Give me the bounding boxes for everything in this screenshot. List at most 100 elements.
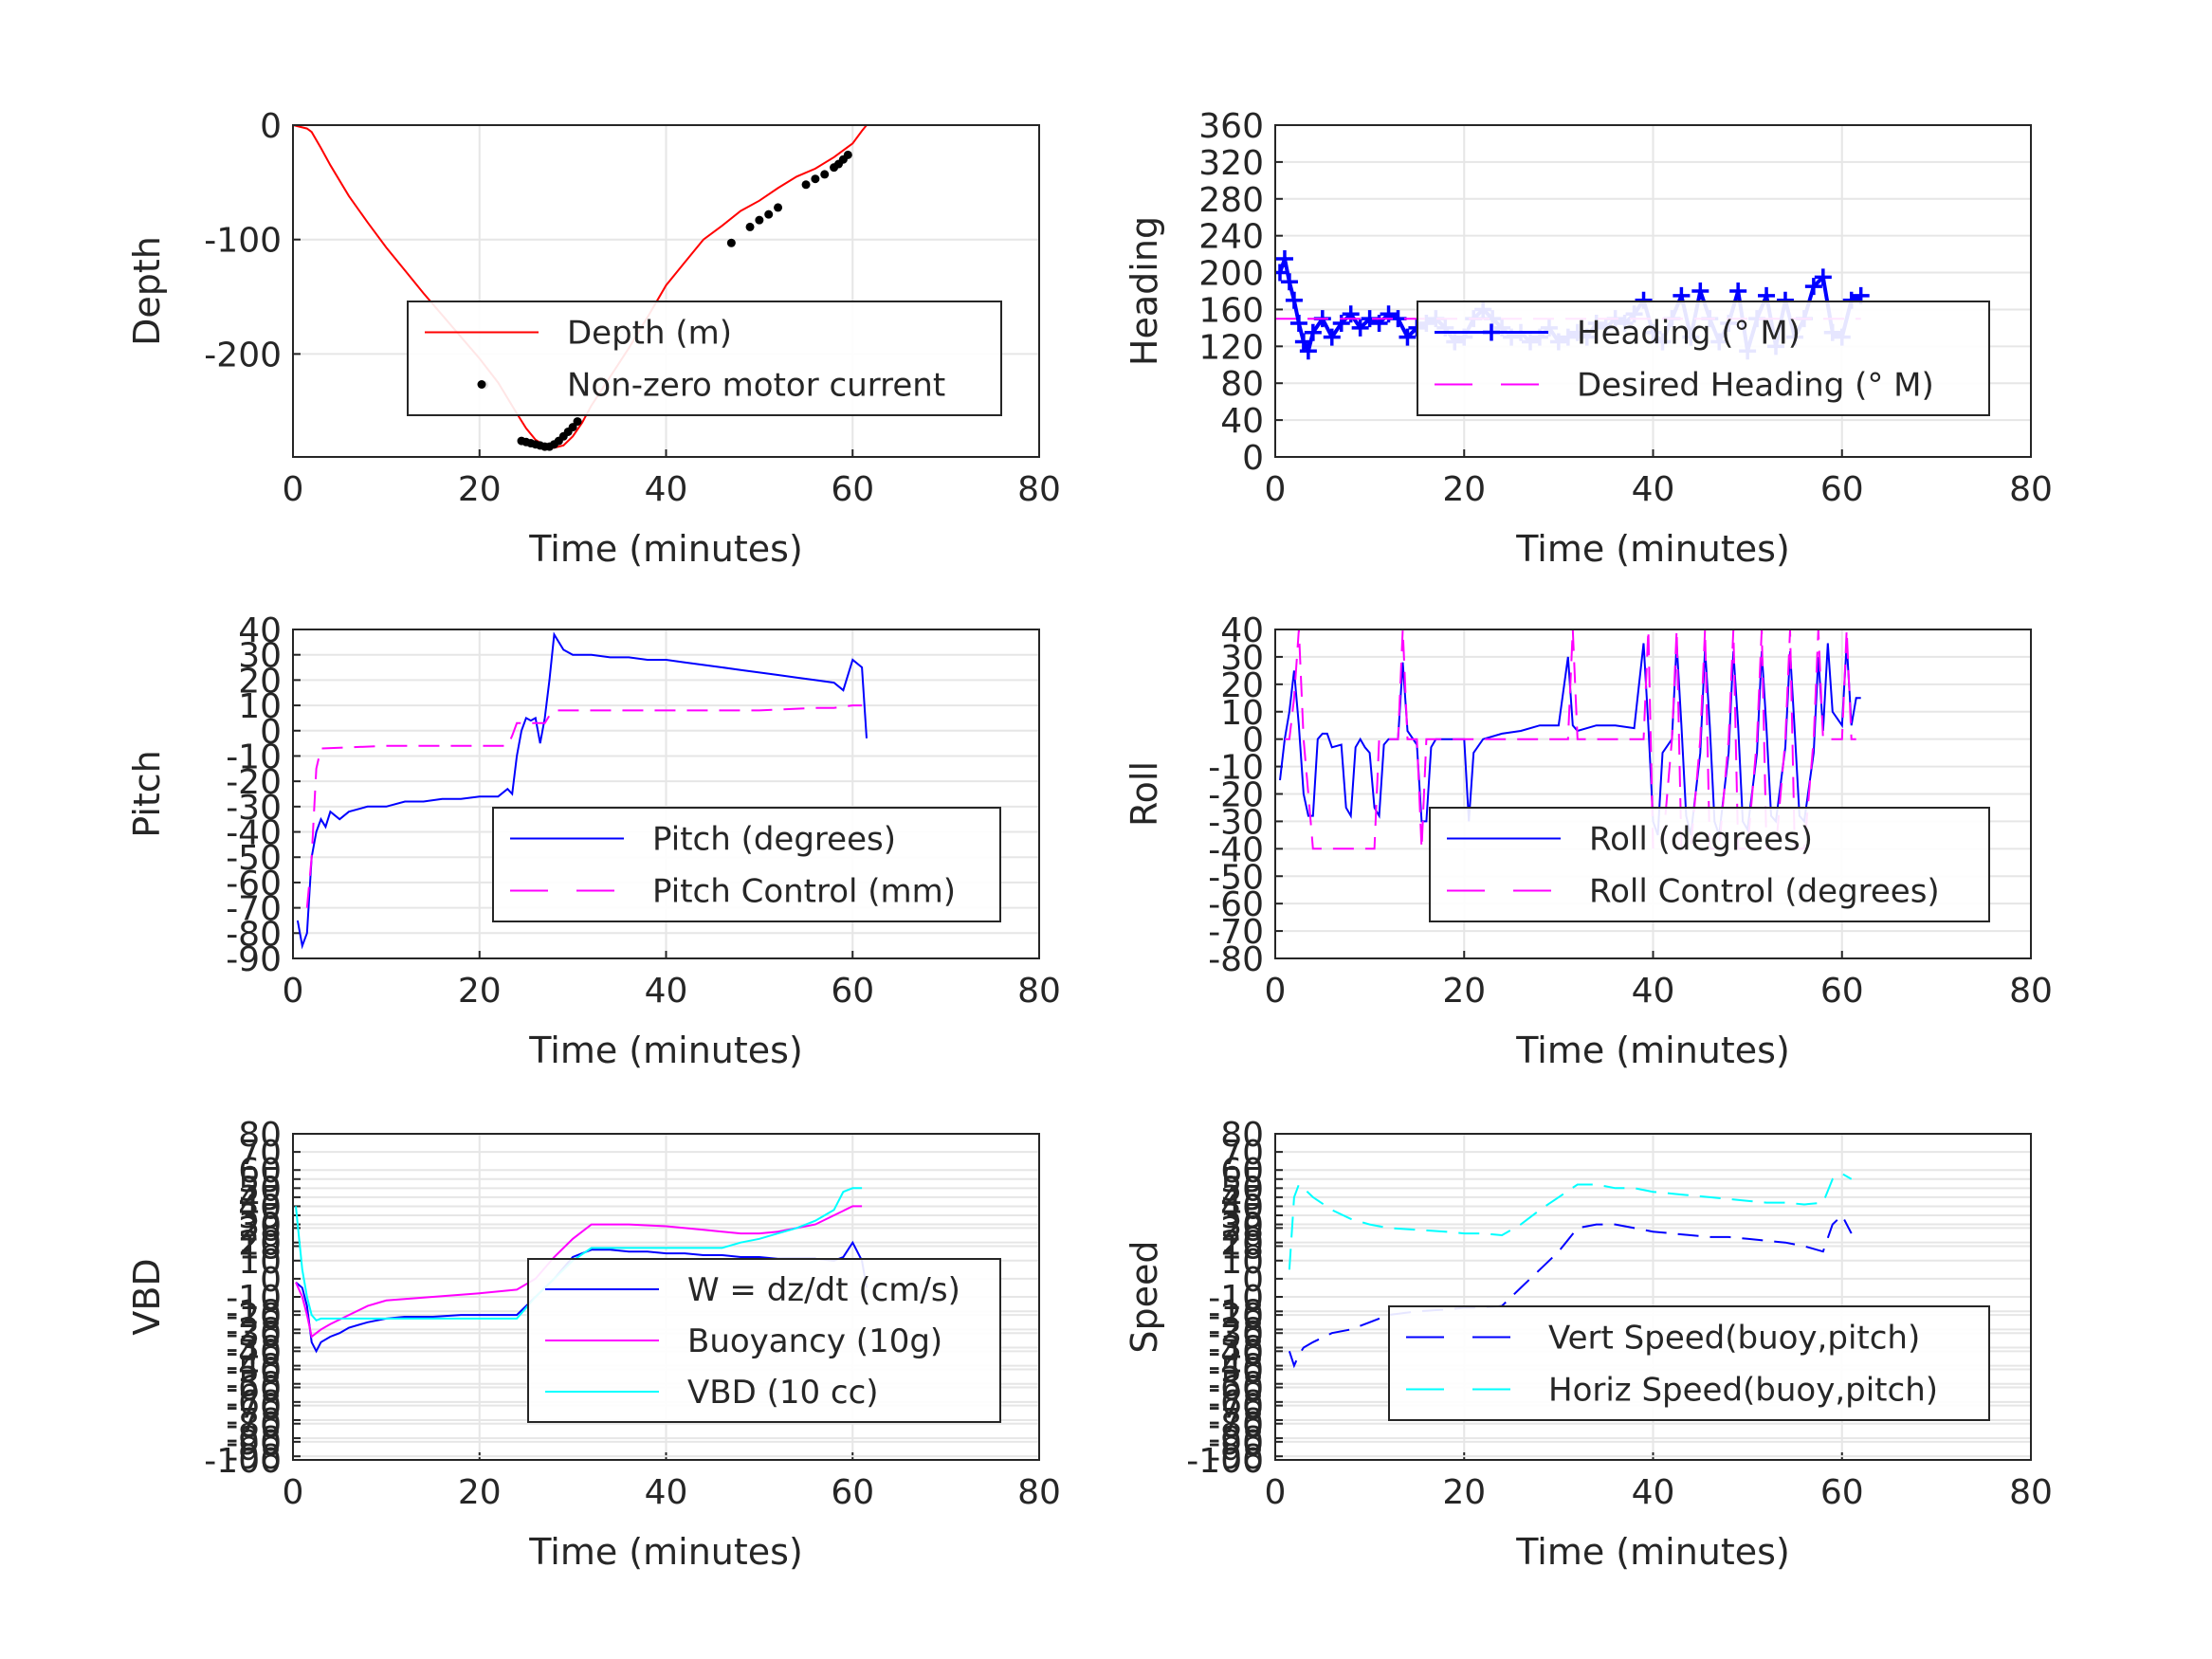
- legend-box: [1417, 301, 1990, 416]
- data-point: [1804, 278, 1822, 296]
- series-2: [1288, 1172, 1853, 1270]
- data-point: [1729, 283, 1747, 300]
- y-tick-label: 50: [238, 1170, 282, 1209]
- y-tick-label: 0: [1242, 1261, 1264, 1300]
- y-tick-label: 80: [1220, 365, 1264, 404]
- data-point: [1304, 323, 1322, 341]
- x-tick-label: 20: [458, 1473, 502, 1512]
- legend-box: [1429, 807, 1990, 922]
- x-tick-label: 80: [1017, 972, 1061, 1011]
- y-tick-label: 280: [1198, 181, 1264, 220]
- legend-marker: [477, 380, 486, 389]
- y-tick-label: -88: [226, 1420, 282, 1459]
- y-tick-label: -58: [1208, 1366, 1264, 1405]
- data-point: [1323, 328, 1341, 346]
- axes-frame: [292, 629, 1040, 959]
- legend-label: VBD (10 cc): [687, 1374, 879, 1412]
- x-tick-label: 60: [831, 972, 874, 1011]
- x-tick-label: 0: [1265, 1473, 1287, 1512]
- x-axis-label: Time (minutes): [528, 1531, 803, 1573]
- subplot-3: 0 20 40 60 80403020100-10-20-30-40-50-60-70-…: [126, 611, 1061, 1071]
- legend-label: Depth (m): [567, 315, 732, 353]
- y-tick-label: -18: [1208, 1293, 1264, 1332]
- data-point: [1814, 268, 1832, 286]
- x-tick-label: 40: [1632, 972, 1675, 1011]
- y-tick-label: -20: [226, 763, 282, 802]
- data-point: [1280, 273, 1298, 291]
- series-line: [293, 125, 868, 449]
- y-tick-label: -28: [1208, 1311, 1264, 1350]
- y-tick-label: -100: [204, 1442, 282, 1481]
- y-tick-label: 160: [1198, 291, 1264, 330]
- y-tick-label: -30: [1208, 1315, 1264, 1354]
- y-tick-label: 20: [1220, 666, 1264, 705]
- x-tick-label: 60: [831, 470, 874, 509]
- y-tick-label: 10: [1220, 1243, 1264, 1282]
- legend-label: Non-zero motor current: [567, 367, 945, 405]
- legend-label: Pitch Control (mm): [652, 873, 956, 911]
- y-tick-label: 20: [238, 1225, 282, 1264]
- x-tick-label: 20: [1442, 470, 1486, 509]
- y-tick-label: -80: [1208, 1406, 1264, 1445]
- data-point: [764, 210, 774, 219]
- data-point: [1380, 305, 1398, 323]
- subplot-5: 0 20 40 60 80807060555045403530282018100-10-…: [126, 1116, 1061, 1573]
- subplot-6: 0 20 40 60 80807060555045403530282018100-10-…: [1124, 1116, 2053, 1573]
- axes-frame: [1274, 124, 2032, 458]
- x-tick-label: 20: [1442, 972, 1486, 1011]
- data-point: [573, 417, 582, 427]
- series-1: [1288, 1213, 1853, 1369]
- x-axis-label: Time (minutes): [1515, 1030, 1790, 1071]
- y-tick-label: -30: [226, 1315, 282, 1354]
- y-tick-label: -60: [1208, 1370, 1264, 1409]
- y-tick-label: -20: [1208, 776, 1264, 815]
- y-tick-label: -80: [226, 915, 282, 954]
- y-tick-label: -98: [1208, 1438, 1264, 1477]
- legend-box: [407, 301, 1002, 416]
- axes-frame: [1274, 629, 2032, 959]
- y-tick-label: 80: [238, 1116, 282, 1155]
- legend-label: Pitch (degrees): [652, 821, 896, 859]
- y-tick-label: 30: [238, 1207, 282, 1246]
- data-point: [1398, 328, 1417, 346]
- y-tick-label: -18: [226, 1293, 282, 1332]
- x-tick-label: 80: [2009, 1473, 2053, 1512]
- y-tick-label: -70: [1208, 913, 1264, 952]
- y-tick-label: 10: [238, 687, 282, 726]
- x-tick-label: 80: [1017, 470, 1061, 509]
- data-point: [745, 222, 755, 231]
- y-tick-label: -100: [1186, 1442, 1264, 1481]
- y-tick-label: -50: [226, 1351, 282, 1390]
- y-tick-label: -40: [1208, 1333, 1264, 1372]
- y-tick-label: 360: [1198, 107, 1264, 146]
- y-tick-label: -90: [226, 940, 282, 979]
- y-tick-label: -28: [226, 1311, 282, 1350]
- axes-frame: [292, 124, 1040, 458]
- y-tick-label: 0: [1242, 439, 1264, 478]
- x-tick-label: 20: [1442, 1473, 1486, 1512]
- y-tick-label: -68: [226, 1384, 282, 1423]
- series-line: [1288, 1172, 1853, 1270]
- data-point: [755, 215, 764, 225]
- series-2: [1285, 629, 1856, 850]
- legend-marker: [1483, 323, 1500, 341]
- y-tick-label: -88: [1208, 1420, 1264, 1459]
- y-tick-label: -100: [204, 222, 282, 261]
- y-axis-label: Roll: [1124, 761, 1165, 827]
- y-tick-label: -90: [1208, 1424, 1264, 1463]
- y-tick-label: 45: [1220, 1179, 1264, 1218]
- y-tick-label: 28: [1220, 1210, 1264, 1249]
- y-tick-label: -48: [1208, 1348, 1264, 1387]
- x-tick-label: 20: [458, 972, 502, 1011]
- series-2: [305, 704, 863, 908]
- y-tick-label: -98: [226, 1438, 282, 1477]
- y-tick-label: -60: [226, 1370, 282, 1409]
- y-tick-label: -80: [1208, 940, 1264, 979]
- y-tick-label: -50: [226, 839, 282, 878]
- data-point: [1691, 283, 1709, 300]
- subplot-4: 0 20 40 60 80403020100-10-20-30-40-50-60-70-…: [1124, 611, 2053, 1071]
- series-1: [293, 125, 868, 449]
- y-tick-label: -10: [1208, 749, 1264, 788]
- y-tick-label: -50: [1208, 858, 1264, 897]
